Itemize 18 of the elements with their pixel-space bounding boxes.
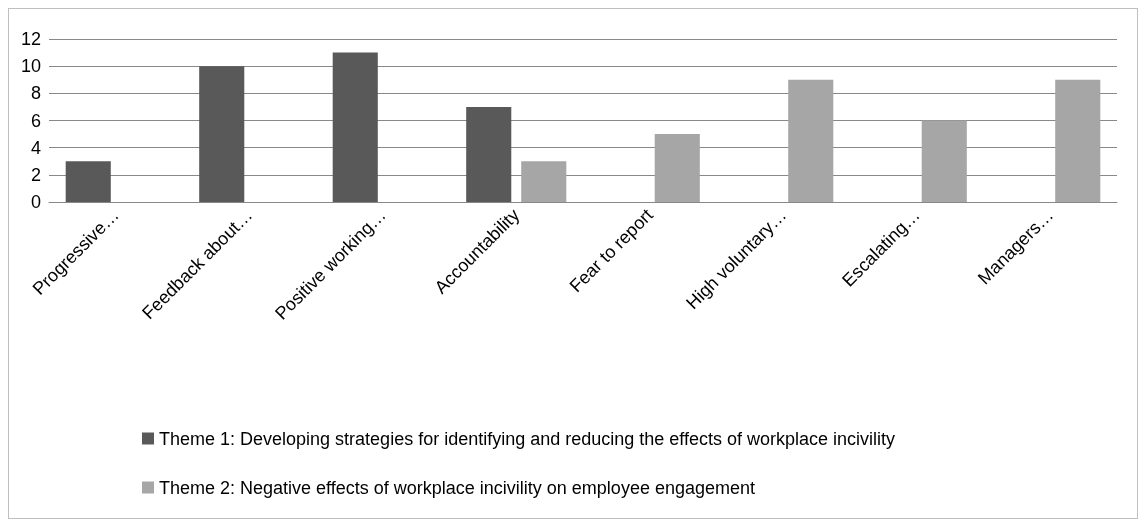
y-tick-label: 0: [30, 192, 41, 212]
bar: [654, 134, 700, 202]
y-tick-label: 8: [30, 83, 41, 104]
y-tick-label: 12: [20, 29, 41, 49]
bar: [521, 161, 567, 202]
bar: [199, 66, 245, 202]
y-tick-label: 2: [30, 164, 41, 185]
bar: [788, 79, 834, 202]
bar: [921, 120, 967, 202]
legend-label: Theme 1: Developing strategies for identifying and reducing the effects of workplace incivility: [159, 428, 896, 449]
bar: [332, 52, 378, 202]
bar: [1055, 79, 1101, 202]
y-tick-label: 6: [30, 110, 41, 131]
y-tick-label: 10: [20, 56, 41, 77]
bar: [466, 106, 512, 202]
y-tick-label: 4: [30, 137, 41, 158]
legend-label: Theme 2: Negative effects of workplace incivility on employee engagement: [159, 477, 755, 498]
bar: [65, 161, 111, 202]
